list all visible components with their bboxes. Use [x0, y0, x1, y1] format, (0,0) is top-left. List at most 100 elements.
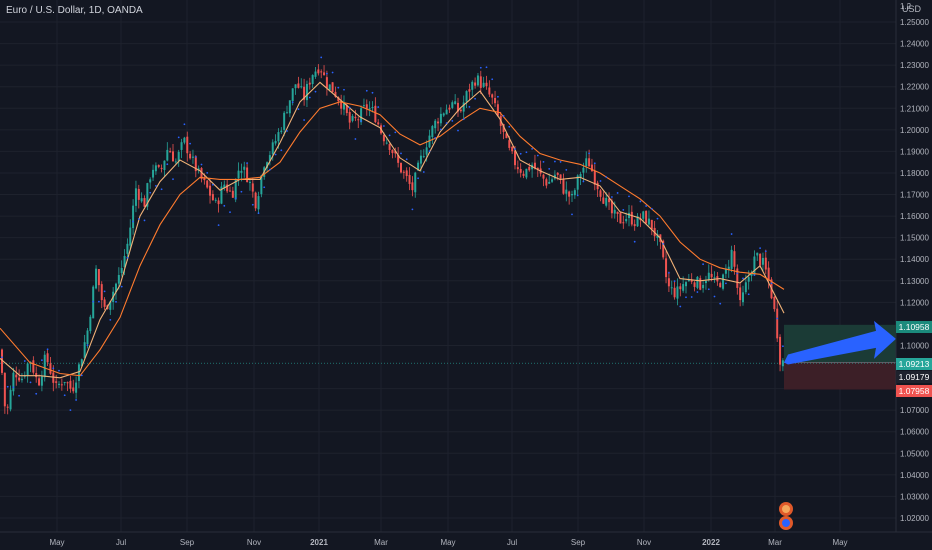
candle-body	[248, 181, 251, 183]
sar-dot	[736, 272, 739, 275]
candle-body	[320, 71, 323, 73]
sar-dot	[417, 177, 419, 180]
candle-body	[172, 151, 174, 162]
candle-body	[397, 154, 400, 163]
sar-dot	[377, 106, 380, 108]
candle-body	[414, 172, 417, 193]
candle-body	[286, 112, 288, 114]
sar-dot	[548, 167, 551, 170]
sar-dot	[457, 129, 459, 132]
candle-body	[764, 257, 767, 270]
candle-body	[86, 330, 89, 345]
sar-dot	[650, 207, 653, 210]
candle-body	[52, 372, 55, 383]
sar-dot	[160, 188, 163, 191]
sar-dot	[759, 247, 761, 250]
symbol-title[interactable]: Euro / U.S. Dollar, 1D, OANDA	[6, 5, 143, 16]
candle-body	[277, 132, 280, 142]
candle-body	[129, 227, 132, 246]
sar-dot	[200, 163, 203, 166]
sar-dot	[331, 71, 334, 74]
candle-body	[519, 168, 522, 173]
candle-body	[508, 140, 511, 148]
sar-dot	[599, 180, 602, 182]
x-tick-label: Sep	[180, 538, 195, 547]
candle-body	[730, 249, 733, 269]
candle-body	[206, 180, 209, 188]
candle-body	[565, 189, 568, 194]
sar-dot	[365, 89, 368, 92]
candle-body	[633, 224, 636, 227]
candle-body	[522, 173, 525, 176]
candle-body	[209, 185, 212, 196]
candle-body	[542, 174, 545, 179]
sar-dot	[132, 220, 135, 223]
target-price-badge: 1.10958	[896, 321, 932, 333]
candle-body	[382, 134, 385, 142]
ma-slow-line	[0, 101, 785, 377]
sar-dot	[639, 200, 642, 203]
candle-body	[189, 153, 192, 159]
y-tick-label: 1.05000	[900, 449, 929, 458]
candle-body	[271, 142, 274, 155]
candle-body	[676, 286, 679, 299]
candle-body	[20, 378, 23, 381]
sar-dot	[628, 195, 630, 198]
candle-body	[183, 137, 186, 143]
candle-body	[776, 308, 779, 339]
sar-dot	[747, 293, 750, 296]
candle-body	[38, 378, 41, 386]
candle-body	[95, 268, 98, 289]
y-tick-label: 1.25000	[900, 18, 929, 27]
sar-dot	[149, 191, 152, 194]
sar-dot	[257, 212, 260, 215]
candle-body	[308, 82, 311, 85]
candle-body	[724, 268, 727, 274]
candle-body	[237, 170, 240, 179]
sar-dot	[719, 302, 722, 305]
candle-body	[457, 102, 459, 112]
candle-body	[448, 107, 451, 110]
candle-body	[756, 252, 759, 256]
candle-body	[596, 182, 599, 190]
candle-body	[323, 72, 326, 76]
candle-body	[685, 282, 687, 287]
candle-body	[69, 380, 72, 389]
sar-dot	[679, 305, 682, 308]
arrow-shape	[784, 320, 896, 365]
candle-body	[160, 167, 163, 169]
candle-body	[337, 97, 340, 102]
events-icon[interactable]	[779, 502, 793, 530]
candle-body	[602, 197, 605, 204]
sar-dot	[286, 130, 288, 132]
sar-dot	[656, 217, 659, 220]
candle-body	[616, 211, 619, 214]
sar-dot	[474, 97, 476, 100]
entry-price-badge: 1.09213	[896, 358, 932, 370]
sar-dot	[360, 120, 362, 123]
candle-body	[200, 168, 203, 179]
y-tick-label: 1.21000	[900, 104, 929, 113]
sar-dot	[422, 171, 425, 173]
candle-body	[753, 256, 756, 275]
candle-body	[568, 191, 571, 197]
candle-body	[405, 170, 408, 177]
sar-dot	[23, 360, 26, 362]
candle-body	[571, 194, 573, 196]
sar-dot	[172, 178, 174, 181]
candle-body	[767, 267, 770, 281]
candle-body	[628, 212, 630, 218]
sar-dot	[690, 296, 693, 298]
candle-body	[163, 160, 166, 171]
candle-body	[226, 184, 229, 192]
candle-body	[325, 77, 328, 89]
candle-body	[650, 219, 653, 230]
candle-body	[704, 280, 707, 284]
candle-body	[240, 170, 243, 173]
sar-dot	[234, 197, 237, 200]
candle-body	[18, 377, 21, 381]
sar-dot	[337, 86, 340, 89]
candle-body	[434, 120, 437, 129]
x-tick-label: Nov	[247, 538, 261, 547]
